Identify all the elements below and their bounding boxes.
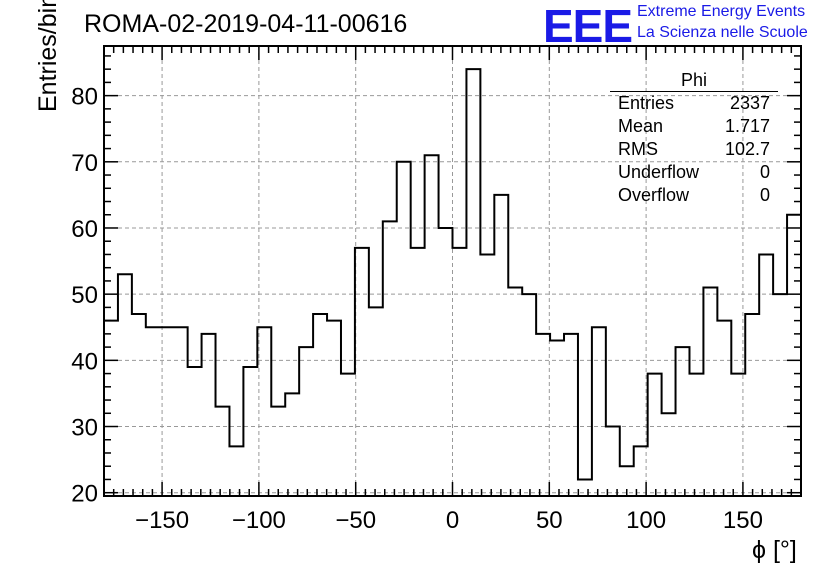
stats-label: RMS (618, 139, 658, 159)
x-tick-label: 150 (723, 507, 763, 534)
y-tick-label: 40 (71, 348, 98, 375)
stats-row-underflow: Underflow 0 (610, 161, 778, 184)
plot-frame (103, 45, 802, 497)
stats-label: Entries (618, 93, 675, 113)
stats-row-rms: RMS 102.7 (610, 138, 778, 161)
y-tick-label: 30 (71, 415, 98, 442)
stats-value: 2337 (729, 93, 770, 113)
stats-value: 0 (759, 185, 770, 205)
stats-box: Phi Entries 2337 Mean 1.717 RMS 102.7 Un… (610, 70, 778, 207)
stats-label: Mean (618, 116, 664, 136)
x-tick-label: −150 (135, 507, 189, 534)
y-tick-label: 60 (71, 216, 98, 243)
x-tick-label: 50 (536, 507, 563, 534)
stats-label: Overflow (618, 185, 690, 205)
x-tick-label: −50 (335, 507, 376, 534)
stats-row-entries: Entries 2337 (610, 92, 778, 115)
y-tick-labels: 20 30 40 50 60 70 80 (71, 84, 98, 508)
grid-lines (104, 46, 801, 496)
x-tick-labels: −150 −100 −50 0 50 100 150 (135, 507, 763, 534)
x-tick-label: 0 (446, 507, 459, 534)
y-tick-label: 20 (71, 481, 98, 508)
y-tick-label: 80 (71, 84, 98, 111)
eee-logo: EEE (543, 0, 633, 52)
histogram-line (104, 68, 802, 481)
x-tick-label: 100 (626, 507, 666, 534)
stats-value: 1.717 (724, 116, 770, 136)
y-tick-label: 50 (71, 282, 98, 309)
y-tick-label: 70 (71, 150, 98, 177)
stats-row-overflow: Overflow 0 (610, 184, 778, 207)
axis-ticks (104, 46, 801, 496)
stats-label: Underflow (618, 162, 700, 182)
stats-value: 0 (759, 162, 770, 182)
x-tick-label: −100 (232, 507, 286, 534)
logo-subtitle-line2: La Scienza nelle Scuole (637, 24, 808, 41)
logo-subtitle-line1: Extreme Energy Events (637, 3, 806, 20)
stats-row-mean: Mean 1.717 (610, 115, 778, 138)
x-axis-label: ϕ [°] (752, 536, 797, 564)
chart-title: ROMA-02-2019-04-11-00616 (84, 10, 408, 38)
stats-value: 102.7 (724, 139, 770, 159)
stats-title: Phi (610, 70, 778, 92)
y-axis-label: Entries/bin (34, 0, 62, 112)
